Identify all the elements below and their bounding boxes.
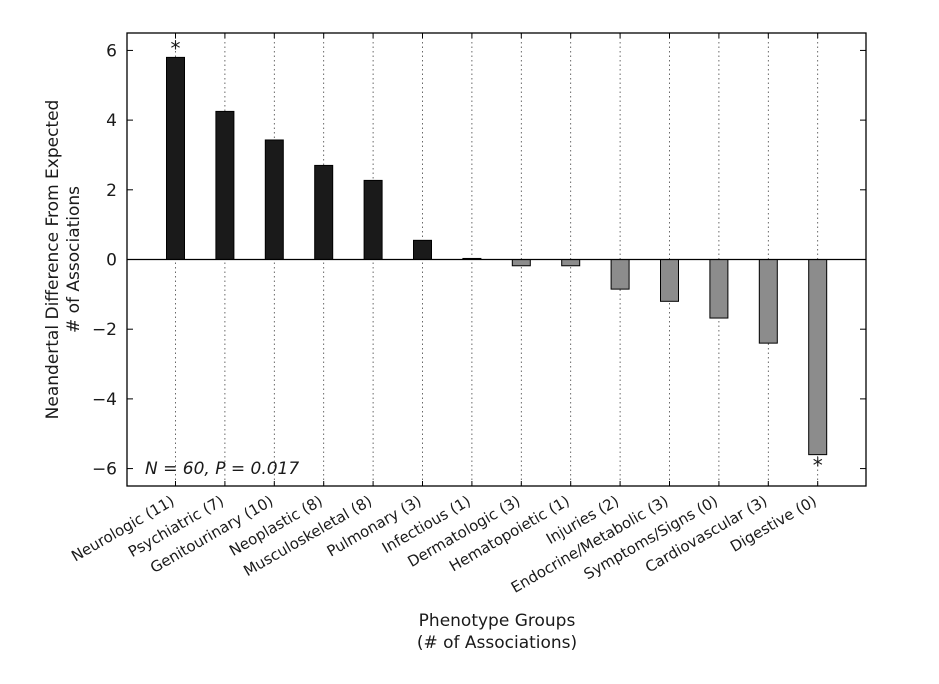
y-tick-label: 2 xyxy=(106,181,117,201)
bar xyxy=(264,139,284,260)
significance-marker: * xyxy=(171,36,181,60)
bar xyxy=(758,259,778,344)
bars xyxy=(166,56,828,456)
y-tick-label: −6 xyxy=(92,460,117,480)
x-axis-label: Phenotype Groups (# of Associations) xyxy=(417,611,577,653)
y-axis-ticks: −6 −4 −2 0 2 4 6 xyxy=(92,41,866,480)
bar xyxy=(314,164,334,261)
bar xyxy=(363,179,383,260)
bar xyxy=(808,259,828,456)
bar xyxy=(166,56,185,261)
y-tick-label: −4 xyxy=(92,390,117,410)
significance-markers: ** xyxy=(171,36,823,477)
bar xyxy=(610,259,630,290)
y-tick-label: 4 xyxy=(106,111,117,131)
bar xyxy=(511,259,531,267)
bar xyxy=(561,259,581,267)
y-tick-label: 6 xyxy=(106,41,117,61)
y-tick-label: 0 xyxy=(106,251,117,271)
bar xyxy=(215,110,235,261)
stats-annotation: N = 60, P = 0.017 xyxy=(145,459,299,479)
y-axis-label: Neandertal Difference From Expected# of … xyxy=(43,100,84,420)
bar xyxy=(413,239,432,260)
y-tick-label: −2 xyxy=(92,320,117,340)
bar xyxy=(709,259,729,319)
bar xyxy=(660,259,679,302)
significance-marker: * xyxy=(813,454,823,478)
